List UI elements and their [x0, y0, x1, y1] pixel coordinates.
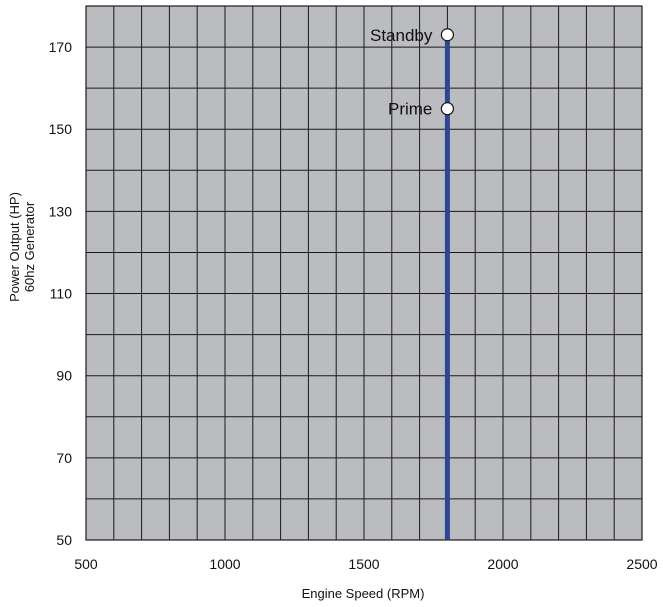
x-tick-label: 500 — [74, 556, 98, 572]
grid — [85, 5, 643, 541]
x-tick-label: 1500 — [348, 556, 379, 572]
y-tick-label: 170 — [49, 39, 73, 55]
y-tick-label: 130 — [49, 203, 73, 219]
plot-border — [85, 5, 643, 541]
x-axis-title: Engine Speed (RPM) — [302, 586, 425, 601]
standby-label: Standby — [370, 26, 433, 45]
x-axis-ticks: 500 1000 1500 2000 2500 — [74, 556, 657, 572]
y-axis-title-line-2: 60hz Generator — [22, 201, 37, 292]
y-tick-label: 70 — [56, 450, 72, 466]
standby-point — [440, 28, 454, 42]
prime-point — [440, 102, 454, 116]
x-tick-label: 2500 — [626, 556, 657, 572]
series-layer: Standby Prime — [370, 26, 454, 540]
prime-label: Prime — [388, 100, 432, 119]
y-axis-ticks: 50 70 90 110 130 150 170 — [49, 39, 73, 548]
x-tick-label: 1000 — [209, 556, 240, 572]
y-axis-title-line-1: Power Output (HP) — [7, 192, 22, 302]
y-tick-label: 150 — [49, 121, 73, 137]
y-tick-label: 50 — [56, 532, 72, 548]
x-tick-label: 2000 — [487, 556, 518, 572]
y-tick-label: 110 — [50, 286, 73, 302]
y-tick-label: 90 — [56, 368, 72, 384]
